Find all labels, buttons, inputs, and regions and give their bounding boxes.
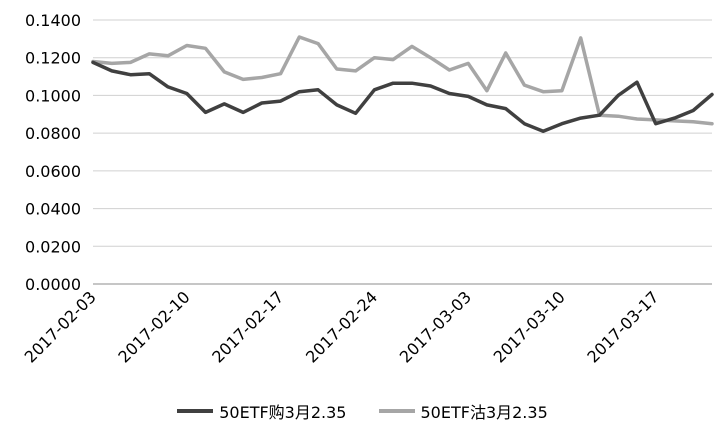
- legend: 50ETF购3月2.35 50ETF沽3月2.35: [0, 396, 725, 426]
- legend-swatch-call: [177, 409, 214, 413]
- y-tick-label: 0.1400: [25, 11, 81, 30]
- series-line-put: [91, 35, 714, 126]
- legend-label-put: 50ETF沽3月2.35: [420, 403, 548, 422]
- y-tick-label: 0.0800: [25, 124, 81, 143]
- x-tick-label: 2017-03-17: [583, 287, 662, 366]
- y-tick-label: 0.0600: [25, 162, 81, 181]
- y-tick-label: 0.0400: [25, 200, 81, 219]
- x-tick-label: 2017-03-10: [490, 287, 569, 366]
- x-tick-label: 2017-02-03: [21, 287, 100, 366]
- x-tick-label: 2017-02-24: [302, 287, 381, 366]
- x-tick-label: 2017-03-03: [396, 287, 475, 366]
- series-line-call: [91, 60, 714, 134]
- x-tick-label: 2017-02-10: [114, 287, 193, 366]
- y-tick-label: 0.1000: [25, 86, 81, 105]
- legend-item-put: 50ETF沽3月2.35: [378, 399, 548, 423]
- y-tick-label: 0.0200: [25, 237, 81, 256]
- x-tick-label: 2017-02-17: [208, 287, 287, 366]
- y-tick-label: 0.1200: [25, 49, 81, 68]
- legend-item-call: 50ETF购3月2.35: [177, 399, 347, 423]
- legend-swatch-put: [378, 409, 415, 413]
- y-tick-label: 0.0000: [25, 275, 81, 294]
- legend-label-call: 50ETF购3月2.35: [219, 403, 347, 422]
